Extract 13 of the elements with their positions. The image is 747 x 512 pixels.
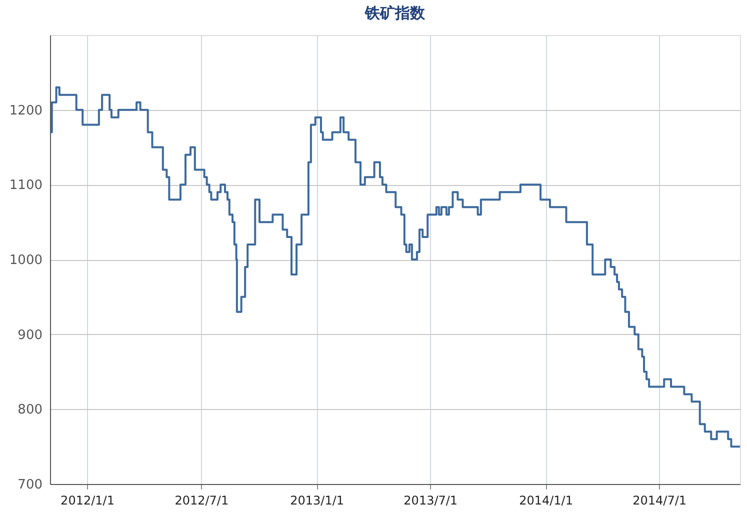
x-tick-label: 2013/1/1 xyxy=(290,494,344,508)
x-tick-label: 2014/7/1 xyxy=(632,494,687,508)
y-tick-label: 1100 xyxy=(9,178,42,194)
y-tick-label: 700 xyxy=(18,478,42,492)
x-tick-label: 2013/7/1 xyxy=(404,494,458,508)
y-tick-label: 1200 xyxy=(9,103,42,118)
y-tick-label: 800 xyxy=(18,402,42,418)
x-tick-label: 2012/7/1 xyxy=(174,494,229,508)
x-tick-label: 2012/1/1 xyxy=(60,494,114,508)
y-tick-label: 1000 xyxy=(9,253,42,268)
x-tick-label: 2014/1/1 xyxy=(519,494,573,508)
chart-title: 铁矿指数 xyxy=(364,4,426,22)
y-tick-label: 900 xyxy=(18,328,42,343)
